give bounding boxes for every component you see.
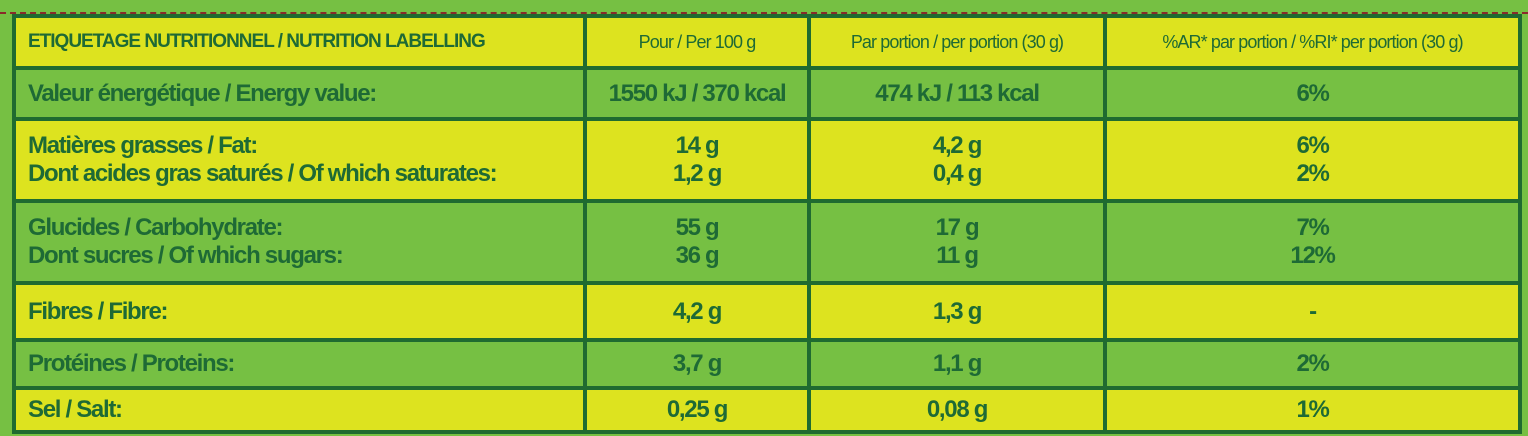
nutrient-label-text: Valeur énergétique / Energy value: xyxy=(28,79,377,107)
nutrient-label-text: Glucides / Carbohydrate: xyxy=(28,214,284,241)
ri-percent-value: - xyxy=(1103,281,1522,342)
per-100g-value-text: 36 g xyxy=(675,242,720,269)
nutrient-label-text: Dont sucres / Of which sugars: xyxy=(28,242,344,269)
ri-percent-value-text: 12% xyxy=(1290,242,1335,269)
table-row: Valeur énergétique / Energy value: 1550 k… xyxy=(12,66,1522,121)
table-row: Fibres / Fibre: 4,2 g 1,3 g - xyxy=(12,281,1522,342)
nutrient-label-text: Fibres / Fibre: xyxy=(28,297,169,325)
cut-line xyxy=(0,12,1528,14)
nutrient-label: Sel / Salt: xyxy=(12,386,587,434)
ri-percent-value-text: - xyxy=(1309,297,1317,325)
per-portion-value-text: 11 g xyxy=(936,242,979,269)
per-portion-value-text: 1,3 g xyxy=(932,297,983,325)
header-row: ETIQUETAGE NUTRITIONNEL / NUTRITION LABE… xyxy=(12,14,1522,70)
per-portion-value: 4,2 g 0,4 g xyxy=(807,117,1107,203)
table-row: Sel / Salt: 0,25 g 0,08 g 1% xyxy=(12,386,1522,434)
per-100g-value: 1550 kJ / 370 kcal xyxy=(583,66,811,121)
per-portion-value-text: 0,4 g xyxy=(932,160,983,187)
header-per100-text: Pour / Per 100 g xyxy=(638,32,757,52)
header-ri-text: %AR* par portion / %RI* per portion (30 … xyxy=(1162,32,1463,52)
per-100g-value-text: 1,2 g xyxy=(672,160,723,187)
header-title: ETIQUETAGE NUTRITIONNEL / NUTRITION LABE… xyxy=(12,14,587,70)
nutrient-label: Glucides / Carbohydrate: Dont sucres / Of… xyxy=(12,199,587,285)
nutrient-label-text: Matières grasses / Fat: xyxy=(28,132,258,159)
per-100g-value-text: 14 g xyxy=(675,132,720,159)
ri-percent-value-text: 6% xyxy=(1296,132,1329,159)
nutrition-table: ETIQUETAGE NUTRITIONNEL / NUTRITION LABE… xyxy=(12,14,1522,434)
ri-percent-value-text: 7% xyxy=(1296,214,1329,241)
header-title-text: ETIQUETAGE NUTRITIONNEL / NUTRITION LABE… xyxy=(28,31,486,52)
per-portion-value-text: 4,2 g xyxy=(932,132,983,159)
per-portion-value-text: 17 g xyxy=(935,214,980,241)
per-portion-value: 17 g 11 g xyxy=(807,199,1107,285)
ri-percent-value-text: 2% xyxy=(1296,160,1329,187)
ri-percent-value: 6% 2% xyxy=(1103,117,1522,203)
table-row: Protéines / Proteins: 3,7 g 1,1 g 2% xyxy=(12,338,1522,390)
ri-percent-value-text: 6% xyxy=(1296,79,1329,107)
per-100g-value: 55 g 36 g xyxy=(583,199,811,285)
per-portion-value: 1,1 g xyxy=(807,338,1107,390)
nutrient-label: Valeur énergétique / Energy value: xyxy=(12,66,587,121)
ri-percent-value-text: 2% xyxy=(1296,350,1329,377)
header-per100: Pour / Per 100 g xyxy=(583,14,811,70)
per-100g-value-text: 55 g xyxy=(675,214,720,241)
per-100g-value-text: 4,2 g xyxy=(672,297,723,325)
per-portion-value: 474 kJ / 113 kcal xyxy=(807,66,1107,121)
table-row: Matières grasses / Fat: Dont acides gras … xyxy=(12,117,1522,203)
nutrient-label-text: Dont acides gras saturés / Of which satu… xyxy=(28,160,498,187)
per-100g-value-text: 3,7 g xyxy=(672,350,723,377)
ri-percent-value: 6% xyxy=(1103,66,1522,121)
ri-percent-value-text: 1% xyxy=(1296,396,1329,423)
per-100g-value-text: 1550 kJ / 370 kcal xyxy=(608,79,787,107)
ri-percent-value: 7% 12% xyxy=(1103,199,1522,285)
per-portion-value-text: 1,1 g xyxy=(932,350,983,377)
header-per-portion: Par portion / per portion (30 g) xyxy=(807,14,1107,70)
per-100g-value: 3,7 g xyxy=(583,338,811,390)
nutrient-label: Fibres / Fibre: xyxy=(12,281,587,342)
per-portion-value-text: 474 kJ / 113 kcal xyxy=(875,79,1040,107)
table-row: Glucides / Carbohydrate: Dont sucres / Of… xyxy=(12,199,1522,285)
per-100g-value: 0,25 g xyxy=(583,386,811,434)
ri-percent-value: 2% xyxy=(1103,338,1522,390)
ri-percent-value: 1% xyxy=(1103,386,1522,434)
nutrient-label: Matières grasses / Fat: Dont acides gras … xyxy=(12,117,587,203)
per-100g-value: 14 g 1,2 g xyxy=(583,117,811,203)
nutrient-label: Protéines / Proteins: xyxy=(12,338,587,390)
per-portion-value: 0,08 g xyxy=(807,386,1107,434)
per-portion-value-text: 0,08 g xyxy=(926,396,989,423)
nutrient-label-text: Protéines / Proteins: xyxy=(28,350,235,377)
per-100g-value: 4,2 g xyxy=(583,281,811,342)
per-100g-value-text: 0,25 g xyxy=(666,396,729,423)
per-portion-value: 1,3 g xyxy=(807,281,1107,342)
nutrient-label-text: Sel / Salt: xyxy=(28,396,123,423)
header-per-portion-text: Par portion / per portion (30 g) xyxy=(850,32,1064,52)
header-ri: %AR* par portion / %RI* per portion (30 … xyxy=(1103,14,1522,70)
